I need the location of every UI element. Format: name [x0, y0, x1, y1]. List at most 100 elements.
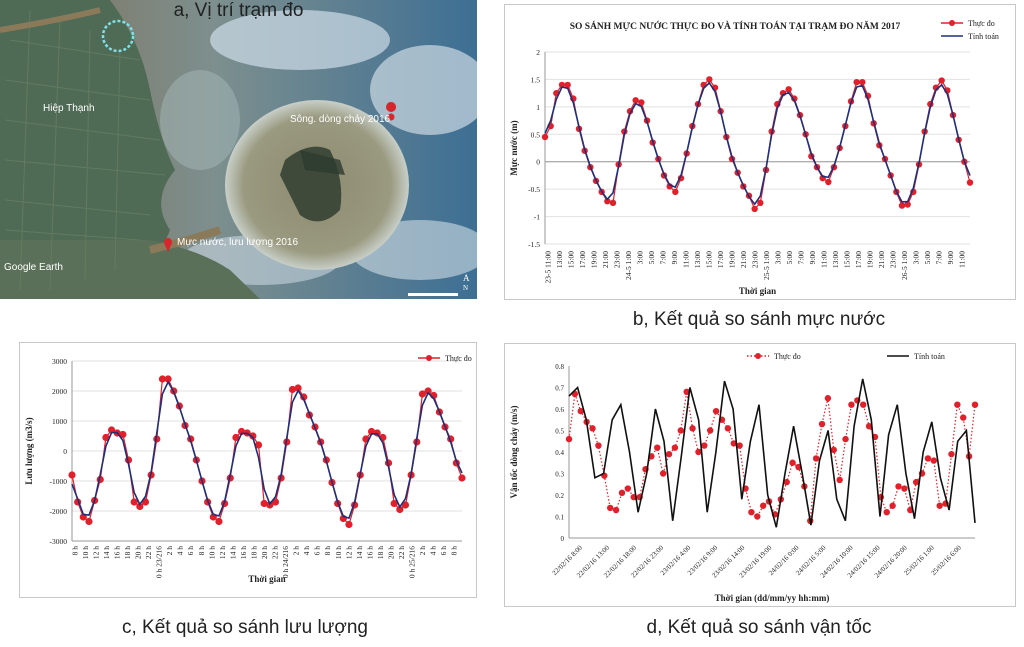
- data-point: [912, 478, 920, 486]
- data-point: [842, 435, 849, 443]
- y-axis-title: Vận tốc dòng chảy (m/s): [509, 405, 519, 498]
- data-point: [853, 78, 860, 86]
- data-point: [595, 442, 602, 449]
- x-tick-label: 25-5 1:00: [762, 251, 771, 280]
- data-point: [748, 509, 755, 516]
- pin-level-station[interactable]: [164, 238, 172, 252]
- y-tick-label: -0.5: [528, 185, 540, 194]
- x-tick-label: 18 h: [249, 546, 258, 559]
- y-tick-label: 2000: [52, 387, 67, 396]
- data-point: [924, 455, 932, 462]
- y-tick-label: 0: [63, 447, 67, 456]
- data-point: [458, 474, 466, 482]
- x-tick-label: 4 h: [429, 546, 438, 556]
- data-point: [860, 401, 867, 408]
- data-point: [390, 499, 398, 508]
- y-tick-label: 0.1: [555, 514, 564, 522]
- data-point: [345, 520, 353, 529]
- x-tick-label: 23:00: [751, 251, 760, 268]
- data-point: [401, 501, 410, 509]
- x-tick-label: 12 h: [218, 546, 227, 559]
- x-tick-label: 6 h: [439, 546, 448, 556]
- data-point: [936, 502, 943, 509]
- data-point: [904, 201, 911, 208]
- x-tick-label: 7:00: [796, 251, 805, 265]
- y-tick-label: 2: [536, 48, 540, 57]
- data-point: [883, 509, 890, 516]
- legend-label: Thực đo: [445, 354, 472, 363]
- data-point: [424, 387, 432, 395]
- data-point: [249, 432, 257, 440]
- caption-a: a, Vị trí trạm đo: [173, 0, 304, 21]
- data-point: [254, 441, 263, 449]
- station-circle: [101, 19, 135, 53]
- y-tick-label: 0.8: [555, 363, 564, 371]
- legend-label: Tính toán: [914, 352, 945, 361]
- data-point: [672, 188, 679, 196]
- x-tick-label: 20 h: [386, 546, 395, 559]
- data-point: [288, 385, 297, 394]
- pin-current-station[interactable]: [386, 102, 397, 126]
- caption-c: c, Kết quả so sánh lưu lượng: [122, 617, 368, 638]
- data-point: [418, 390, 427, 398]
- y-axis-title: Lưu lượng (m3/s): [24, 417, 34, 484]
- y-tick-label: 0.7: [555, 385, 564, 393]
- data-point: [541, 133, 549, 141]
- x-tick-label: 2 h: [292, 546, 301, 556]
- velocity-chart-panel: 0.8 0.7 0.6 0.5 0.4 0.3 0.2 0.1 0 22/02/16 8:00 22…: [504, 343, 1016, 607]
- x-tick-label: 10 h: [81, 546, 90, 559]
- data-point: [695, 448, 702, 456]
- x-tick-label: 22 h: [397, 546, 406, 559]
- data-point: [948, 450, 955, 458]
- data-point: [785, 86, 792, 93]
- x-tick-label: 3:00: [636, 251, 645, 265]
- data-point: [618, 489, 626, 497]
- data-point: [736, 442, 743, 449]
- series-line-1: [544, 78, 971, 210]
- x-tick-label: 15:00: [567, 251, 576, 268]
- data-point: [789, 459, 796, 466]
- data-point: [632, 97, 639, 104]
- x-tick-label: 5:00: [785, 251, 794, 265]
- y-tick-label: 3000: [52, 357, 67, 366]
- data-point: [954, 401, 961, 408]
- x-tick-label: 24-5 1:00: [624, 251, 633, 280]
- y-tick-label: -1000: [50, 477, 68, 486]
- data-point: [707, 427, 714, 434]
- data-point: [783, 478, 790, 486]
- x-axis-title: Thời gian (dd/mm/yy hh:mm): [715, 593, 830, 603]
- data-point: [712, 407, 720, 415]
- x-tick-label: 9:00: [670, 251, 679, 265]
- data-point: [825, 178, 832, 186]
- data-point: [107, 426, 116, 434]
- y-tick-label: 0.6: [555, 406, 564, 414]
- x-tick-label: 13:00: [555, 251, 564, 268]
- x-tick-label: 14 h: [102, 546, 111, 559]
- y-tick-label: 0.5: [531, 130, 541, 139]
- x-tick-label: 3:00: [773, 251, 782, 265]
- x-tick-label: 7:00: [934, 251, 943, 265]
- data-point: [609, 199, 617, 207]
- legend-marker: [949, 20, 955, 26]
- series-line-2: [568, 378, 976, 528]
- x-tick-label: 9:00: [946, 251, 955, 265]
- x-tick-label: 26-5 1:00: [900, 251, 909, 280]
- data-point: [164, 375, 172, 383]
- data-point: [677, 427, 684, 434]
- y-tick-label: 1: [536, 103, 540, 112]
- x-tick-label: 21:00: [877, 251, 886, 268]
- data-point: [565, 435, 573, 443]
- data-point: [901, 485, 908, 492]
- data-point: [102, 433, 110, 442]
- data-point: [136, 502, 144, 511]
- x-tick-label: 21:00: [739, 251, 748, 268]
- data-point: [898, 202, 906, 209]
- data-point: [930, 457, 938, 464]
- data-point: [604, 198, 611, 205]
- caption-d: d, Kết quả so sánh vận tốc: [646, 617, 872, 638]
- x-tick-label: 22 h: [271, 546, 280, 559]
- data-point: [158, 375, 167, 383]
- x-tick-label: 7:00: [659, 251, 668, 265]
- x-tick-label: 17:00: [578, 251, 587, 268]
- y-tick-label: 1000: [52, 417, 67, 426]
